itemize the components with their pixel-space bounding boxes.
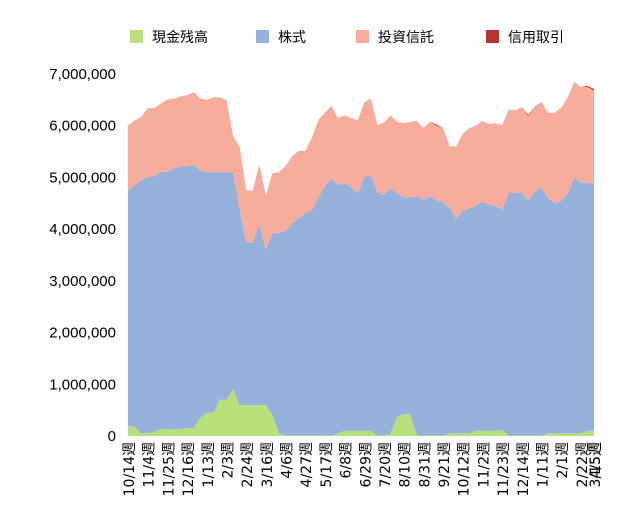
x-tick-label: 4/27週: [299, 442, 315, 487]
chart-areas: [128, 81, 594, 436]
y-tick-label: 0: [108, 428, 116, 445]
x-tick-label: 11/23週: [496, 442, 512, 496]
x-tick-label: 12/14週: [516, 442, 532, 496]
x-tick-label: 8/31週: [417, 442, 433, 487]
x-tick-label: 6/8週: [339, 442, 355, 479]
x-tick-label: 2/24週: [240, 442, 256, 487]
y-tick-label: 6,000,000: [49, 118, 116, 135]
legend-label-0: 現金残高: [152, 29, 208, 46]
x-tick-label: 5/17週: [319, 442, 335, 487]
y-tick-label: 5,000,000: [49, 169, 116, 186]
x-tick-label: 3/15週: [588, 442, 604, 487]
legend-swatch-3: [486, 30, 499, 43]
y-tick-label: 3,000,000: [49, 273, 116, 290]
x-tick-label: 7/20週: [378, 442, 394, 487]
x-tick-label: 9/21週: [437, 442, 453, 487]
series-area-1: [128, 164, 594, 436]
x-tick-label: 2/22週: [575, 442, 591, 487]
x-tick-label: 2/1週: [555, 442, 571, 479]
x-tick-label: 10/12週: [457, 442, 473, 496]
x-tick-label: 2/3週: [220, 442, 236, 479]
legend: 現金残高 株式 投資信託 信用取引: [130, 29, 564, 46]
legend-label-3: 信用取引: [508, 30, 564, 46]
x-tick-label: 10/14週: [122, 442, 138, 496]
legend-swatch-2: [356, 30, 369, 43]
y-tick-label: 1,000,000: [49, 376, 116, 393]
x-tick-label: 12/16週: [181, 442, 197, 496]
y-tick-label: 4,000,000: [49, 221, 116, 238]
x-tick-label: 11/2週: [476, 442, 492, 487]
legend-swatch-1: [256, 30, 269, 43]
y-tick-label: 2,000,000: [49, 325, 116, 342]
series-area-0: [128, 389, 594, 436]
x-tick-label: 1/11週: [535, 442, 551, 487]
x-tick-label: 11/4週: [142, 442, 158, 487]
legend-swatch-0: [130, 30, 143, 43]
x-tick-label: 8/10週: [398, 442, 414, 487]
y-axis: 0 1,000,000 2,000,000 3,000,000 4,000,000 5,0…: [49, 66, 116, 445]
x-tick-label: 3/16週: [260, 442, 276, 487]
x-tick-label: 11/25週: [161, 442, 177, 496]
x-tick-label: 4/6週: [280, 442, 296, 479]
x-axis: 10/14週 11/4週 11/25週 12/16週 1/13週 2/3週 2/24週 3/1…: [122, 442, 604, 496]
x-tick-label: 4/5週: [588, 442, 604, 479]
series-area-2: [128, 81, 594, 250]
x-tick-label: 6/29週: [358, 442, 374, 487]
legend-label-2: 投資信託: [378, 30, 434, 46]
legend-label-1: 株式: [278, 30, 306, 46]
x-tick-label: 1/13週: [201, 442, 217, 487]
y-tick-label: 7,000,000: [49, 66, 116, 83]
